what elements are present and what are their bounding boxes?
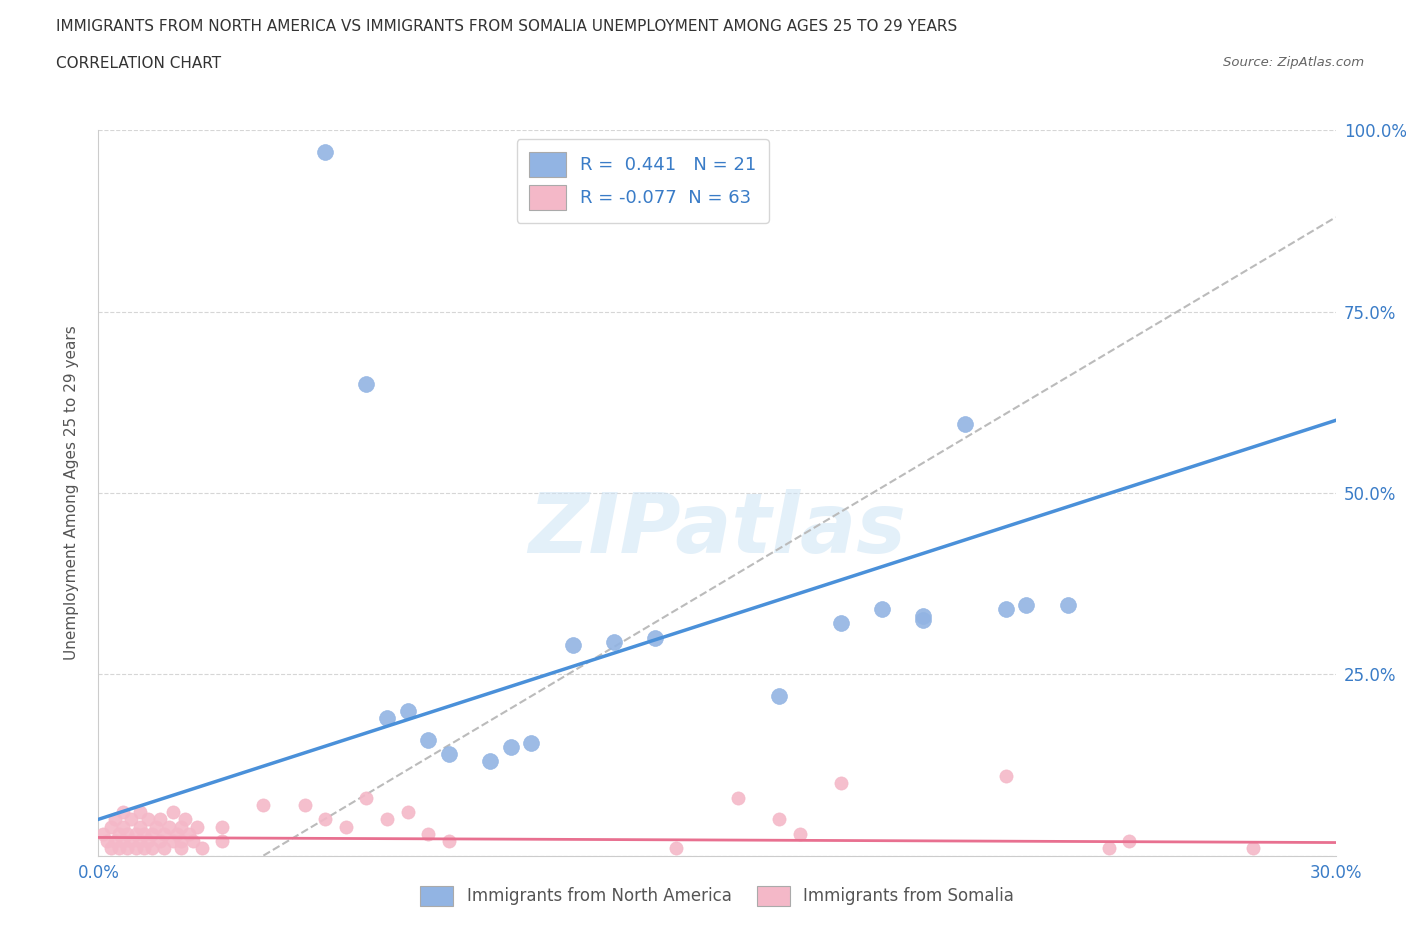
Point [665, 841, 688, 856]
Point [120, 833, 142, 848]
Point [162, 804, 184, 819]
Point [870, 602, 893, 617]
Point [912, 613, 935, 628]
Point [112, 819, 135, 834]
Point [727, 790, 749, 805]
Point [100, 819, 122, 834]
Point [128, 833, 150, 848]
Point [128, 819, 150, 834]
Point [141, 841, 163, 856]
Point [830, 776, 852, 790]
Point [994, 768, 1017, 783]
Point [162, 833, 184, 848]
Point [294, 797, 316, 812]
Text: IMMIGRANTS FROM NORTH AMERICA VS IMMIGRANTS FROM SOMALIA UNEMPLOYMENT AMONG AGES: IMMIGRANTS FROM NORTH AMERICA VS IMMIGRA… [56, 19, 957, 33]
Point [112, 833, 135, 848]
Point [356, 790, 378, 805]
Point [104, 812, 127, 827]
Point [186, 819, 208, 834]
Point [179, 827, 201, 842]
Point [912, 609, 935, 624]
Point [149, 812, 172, 827]
Point [520, 736, 543, 751]
Point [994, 602, 1017, 617]
Point [108, 827, 131, 842]
Point [157, 819, 180, 834]
Point [136, 812, 159, 827]
Point [375, 711, 398, 725]
Point [1015, 598, 1038, 613]
Point [211, 833, 233, 848]
Y-axis label: Unemployment Among Ages 25 to 29 years: Unemployment Among Ages 25 to 29 years [65, 326, 79, 660]
Text: CORRELATION CHART: CORRELATION CHART [56, 56, 221, 71]
Text: ZIPatlas: ZIPatlas [529, 488, 905, 570]
Point [335, 819, 357, 834]
Point [149, 833, 172, 848]
Point [100, 841, 122, 856]
Point [104, 833, 127, 848]
Point [396, 703, 419, 718]
Point [561, 638, 583, 653]
Point [120, 812, 142, 827]
Point [789, 827, 811, 842]
Legend: Immigrants from North America, Immigrants from Somalia: Immigrants from North America, Immigrant… [413, 879, 1021, 912]
Point [181, 833, 204, 848]
Point [953, 417, 976, 432]
Point [396, 804, 419, 819]
Point [190, 841, 212, 856]
Point [603, 634, 626, 649]
Text: Source: ZipAtlas.com: Source: ZipAtlas.com [1223, 56, 1364, 69]
Point [768, 688, 790, 703]
Point [166, 827, 188, 842]
Point [314, 812, 336, 827]
Point [1098, 841, 1121, 856]
Point [174, 812, 197, 827]
Point [499, 739, 522, 754]
Point [830, 616, 852, 631]
Point [136, 833, 159, 848]
Point [1118, 833, 1140, 848]
Point [96, 833, 118, 848]
Point [153, 841, 176, 856]
Point [124, 841, 146, 856]
Point [252, 797, 274, 812]
Point [108, 841, 131, 856]
Point [132, 841, 155, 856]
Point [170, 819, 193, 834]
Point [91, 827, 114, 842]
Point [211, 819, 233, 834]
Point [437, 747, 460, 762]
Point [1241, 841, 1264, 856]
Point [314, 144, 336, 159]
Point [644, 631, 666, 645]
Point [418, 827, 440, 842]
Point [128, 804, 150, 819]
Point [145, 819, 167, 834]
Point [418, 732, 440, 747]
Point [768, 812, 790, 827]
Point [356, 377, 378, 392]
Point [479, 754, 502, 769]
Point [112, 804, 135, 819]
Point [375, 812, 398, 827]
Point [124, 827, 146, 842]
Point [132, 827, 155, 842]
Point [170, 833, 193, 848]
Point [117, 841, 139, 856]
Point [153, 827, 176, 842]
Point [170, 841, 193, 856]
Point [141, 827, 163, 842]
Point [1056, 598, 1078, 613]
Point [437, 833, 460, 848]
Point [117, 827, 139, 842]
